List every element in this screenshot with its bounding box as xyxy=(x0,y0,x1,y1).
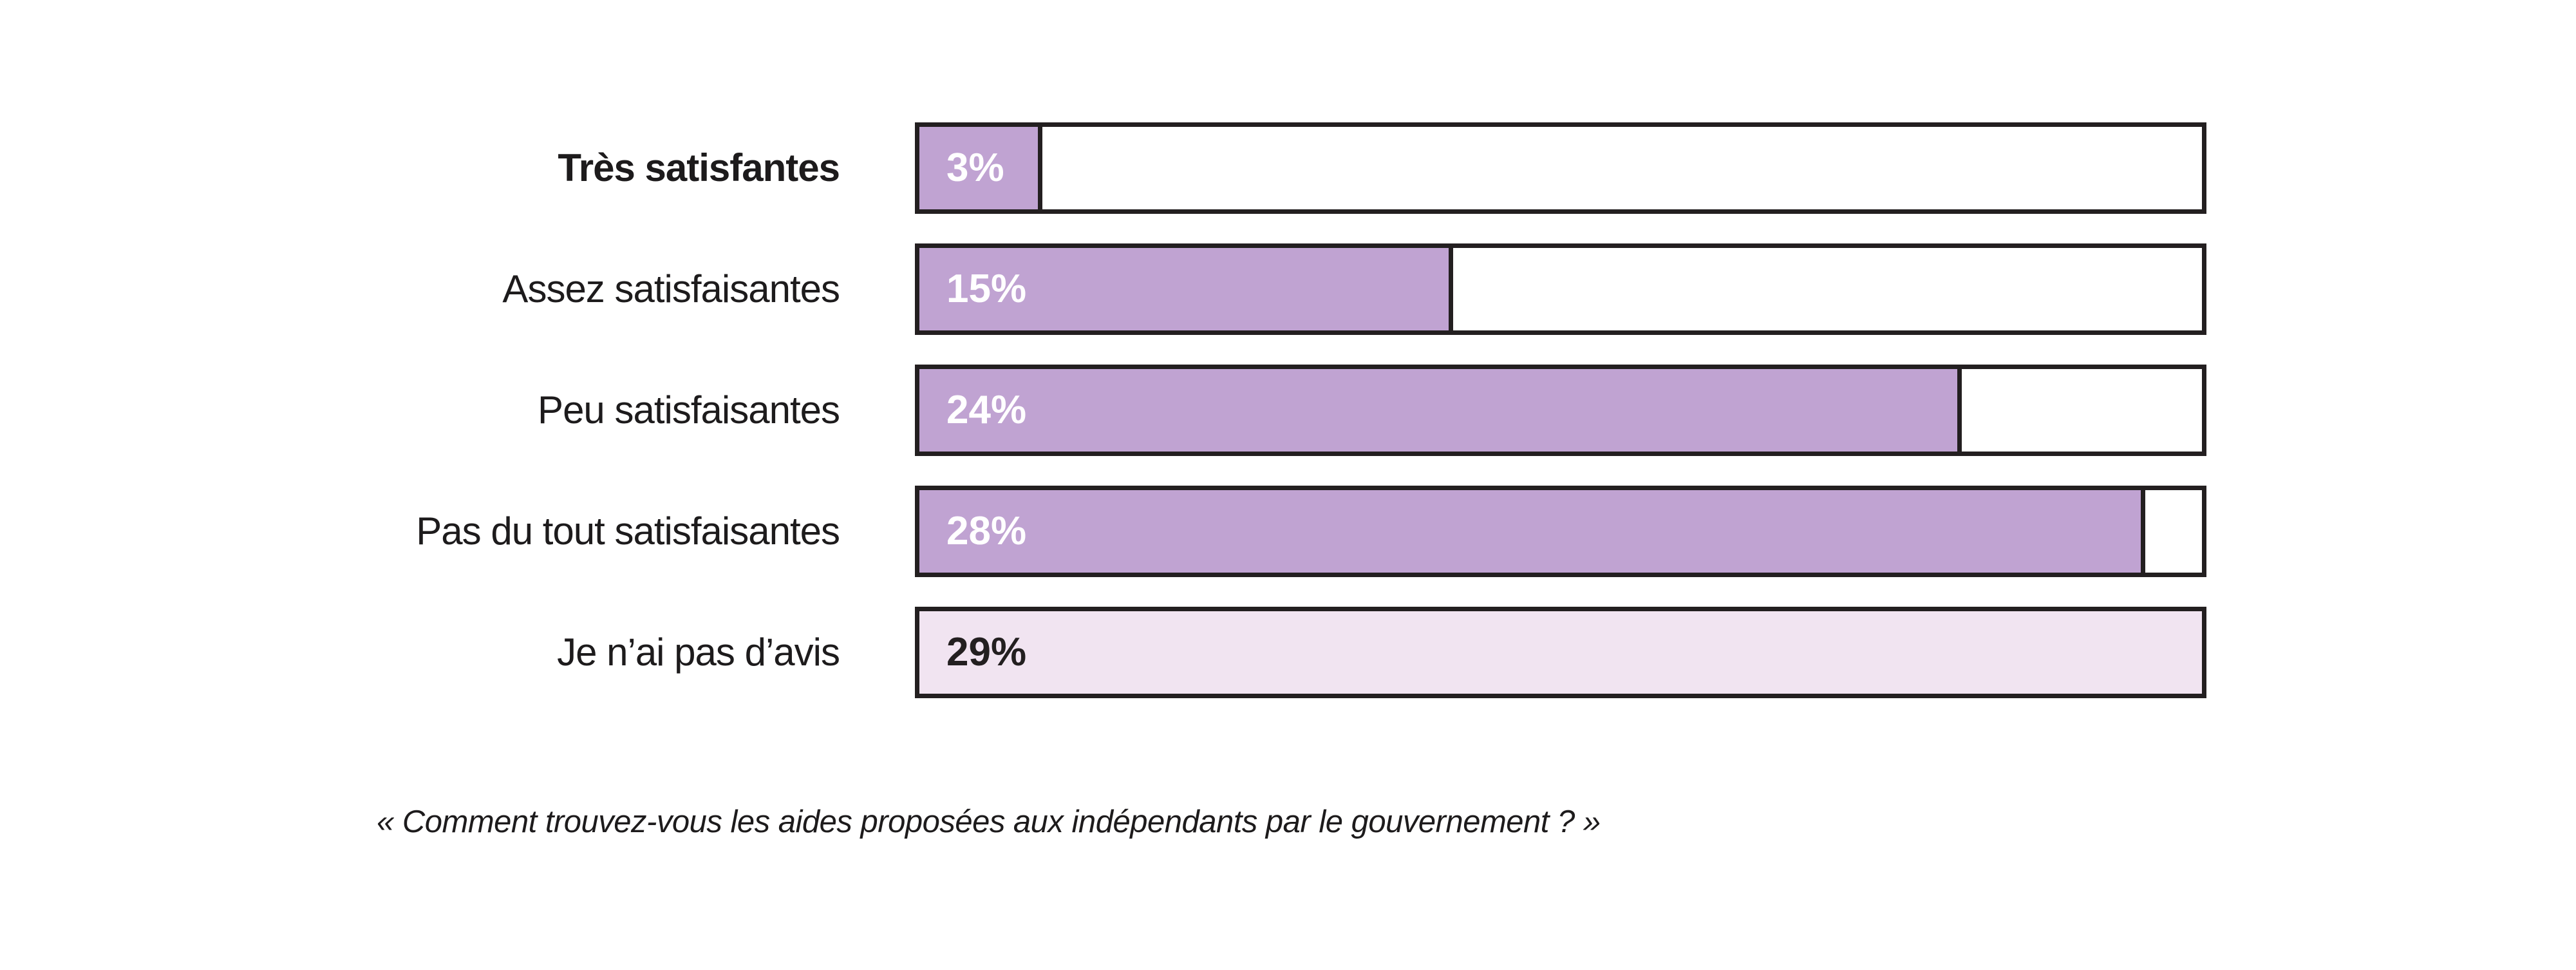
bar-value-label: 24% xyxy=(946,388,1027,432)
bar-category-label: Je n’ai pas d’avis xyxy=(557,631,840,674)
bar-value-label: 15% xyxy=(946,267,1027,311)
bar-track: 24% xyxy=(915,365,2206,456)
bar-fill: 29% xyxy=(919,611,2202,694)
bar-row: Je n’ai pas d’avis 29% xyxy=(0,607,2206,698)
bar-category-label: Assez satisfaisantes xyxy=(502,267,840,310)
bar-value-label: 3% xyxy=(946,146,1004,190)
bar-row: Pas du tout satisfaisantes 28% xyxy=(0,486,2206,577)
bar-fill: 15% xyxy=(919,248,1453,330)
bar-track: 29% xyxy=(915,607,2206,698)
bar-track: 15% xyxy=(915,243,2206,335)
bar-fill: 28% xyxy=(919,490,2146,573)
bar-category-label: Peu satisfaisantes xyxy=(538,388,840,432)
bar-fill: 24% xyxy=(919,369,1962,452)
bar-value-label: 28% xyxy=(946,509,1027,553)
satisfaction-bar-chart: Très satisfantes 3% Assez satisfaisantes 15… xyxy=(0,122,2206,728)
bar-track: 28% xyxy=(915,486,2206,577)
bar-value-label: 29% xyxy=(946,630,1027,674)
bar-row: Peu satisfaisantes 24% xyxy=(0,365,2206,456)
bar-category-label: Pas du tout satisfaisantes xyxy=(416,509,840,553)
bar-row: Assez satisfaisantes 15% xyxy=(0,243,2206,335)
survey-question-caption: « Comment trouvez-vous les aides proposé… xyxy=(377,804,1601,839)
bar-track: 3% xyxy=(915,122,2206,214)
bar-row: Très satisfantes 3% xyxy=(0,122,2206,214)
bar-fill: 3% xyxy=(919,127,1043,209)
bar-category-label: Très satisfantes xyxy=(558,146,840,189)
